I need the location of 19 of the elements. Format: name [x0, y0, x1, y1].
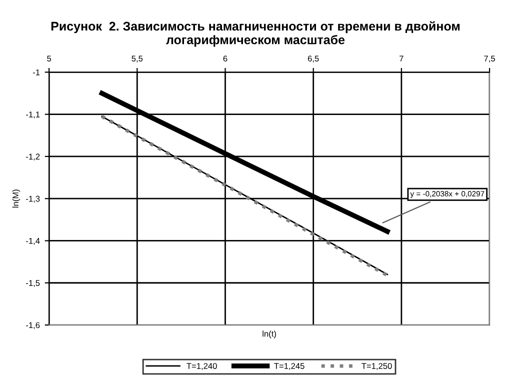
chart-title: Рисунок 2. Зависимость намагниченности от времени в двойном логарифмическом масштабе	[51, 21, 460, 47]
y-tick-label: -1,5	[26, 280, 40, 287]
x-tick-label: 6,5	[308, 56, 319, 62]
legend-label: T=1,240	[186, 363, 217, 370]
y-tick-label: -1,3	[26, 196, 40, 203]
x-tick-label: 6	[223, 56, 228, 62]
x-tick-label: 5,5	[132, 56, 143, 62]
x-tick-label: 5	[47, 56, 52, 62]
y-tick-label: -1,6	[26, 322, 40, 330]
x-tick-label: 7,5	[484, 56, 495, 62]
legend-label: T=1,245	[274, 363, 304, 370]
y-tick-label: -1,1	[26, 112, 40, 118]
y-tick-label: -1,4	[26, 238, 40, 245]
y-tick-label: -1,2	[26, 154, 40, 161]
x-axis-title: ln(t)	[262, 330, 276, 338]
y-tick-label: -1	[32, 69, 40, 76]
legend-label: T=1,250	[362, 363, 392, 370]
x-tick-label: 7	[400, 56, 404, 62]
y-axis-title: ln(M)	[12, 190, 20, 208]
